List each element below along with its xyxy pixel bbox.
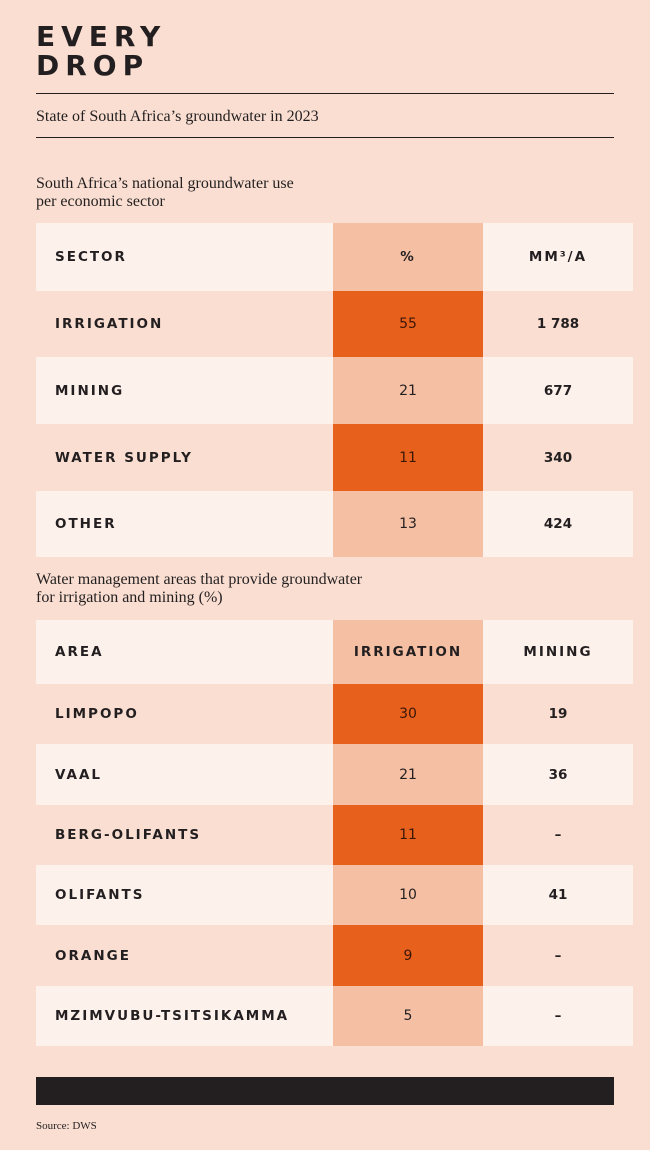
area-irrigation: 11 xyxy=(333,805,483,865)
header-volume: MM³/A xyxy=(483,223,633,291)
table-row: LIMPOPO 30 19 xyxy=(36,684,633,744)
table-row: WATER SUPPLY 11 340 xyxy=(36,424,633,491)
top-divider xyxy=(36,93,614,94)
sector-volume: 677 xyxy=(483,357,633,424)
brand-line-2: DROP xyxy=(36,49,150,82)
area-mining: – xyxy=(483,925,633,986)
area-name: VAAL xyxy=(36,744,333,805)
table-row: MINING 21 677 xyxy=(36,357,633,424)
header-area: AREA xyxy=(36,620,333,684)
area-name: BERG-OLIFANTS xyxy=(36,805,333,865)
table-row: IRRIGATION 55 1 788 xyxy=(36,291,633,357)
sector-volume: 340 xyxy=(483,424,633,491)
sector-volume: 424 xyxy=(483,491,633,557)
area-mining: 36 xyxy=(483,744,633,805)
area-mining: – xyxy=(483,805,633,865)
page-subtitle: State of South Africa’s groundwater in 2… xyxy=(36,108,319,125)
header-sector: SECTOR xyxy=(36,223,333,291)
table-row: OLIFANTS 10 41 xyxy=(36,865,633,925)
header-mining: MINING xyxy=(483,620,633,684)
sector-name: OTHER xyxy=(36,491,333,557)
area-title-line-2: for irrigation and mining (%) xyxy=(36,589,223,606)
area-irrigation: 30 xyxy=(333,684,483,744)
subtitle-divider xyxy=(36,137,614,138)
table-row: ORANGE 9 – xyxy=(36,925,633,986)
sector-percent: 11 xyxy=(333,424,483,491)
area-irrigation: 10 xyxy=(333,865,483,925)
area-mining: – xyxy=(483,986,633,1046)
area-name: LIMPOPO xyxy=(36,684,333,744)
area-name: MZIMVUBU-TSITSIKAMMA xyxy=(36,986,333,1046)
header-percent: % xyxy=(333,223,483,291)
sector-title-line-2: per economic sector xyxy=(36,193,165,210)
brand-line-1: EVERY xyxy=(36,20,167,53)
sector-title-line-1: South Africa’s national groundwater use xyxy=(36,175,294,192)
table-row: MZIMVUBU-TSITSIKAMMA 5 – xyxy=(36,986,633,1046)
area-table-title: Water management areas that provide grou… xyxy=(36,571,456,607)
table-row: OTHER 13 424 xyxy=(36,491,633,557)
area-name: ORANGE xyxy=(36,925,333,986)
table-row: VAAL 21 36 xyxy=(36,744,633,805)
sector-name: IRRIGATION xyxy=(36,291,333,357)
area-irrigation: 21 xyxy=(333,744,483,805)
area-mining: 19 xyxy=(483,684,633,744)
table-header-row: AREA IRRIGATION MINING xyxy=(36,620,633,684)
sector-percent: 55 xyxy=(333,291,483,357)
sector-table: SECTOR % MM³/A IRRIGATION 55 1 788 MININ… xyxy=(36,223,633,557)
sector-name: WATER SUPPLY xyxy=(36,424,333,491)
area-irrigation: 5 xyxy=(333,986,483,1046)
area-name: OLIFANTS xyxy=(36,865,333,925)
sector-table-title: South Africa’s national groundwater use … xyxy=(36,175,456,211)
area-mining: 41 xyxy=(483,865,633,925)
sector-volume: 1 788 xyxy=(483,291,633,357)
table-header-row: SECTOR % MM³/A xyxy=(36,223,633,291)
sector-percent: 13 xyxy=(333,491,483,557)
sector-percent: 21 xyxy=(333,357,483,424)
source-note: Source: DWS xyxy=(36,1120,97,1132)
area-irrigation: 9 xyxy=(333,925,483,986)
footer-bar xyxy=(36,1077,614,1105)
area-table: AREA IRRIGATION MINING LIMPOPO 30 19 VAA… xyxy=(36,620,633,1046)
table-row: BERG-OLIFANTS 11 – xyxy=(36,805,633,865)
sector-name: MINING xyxy=(36,357,333,424)
header-irrigation: IRRIGATION xyxy=(333,620,483,684)
area-title-line-1: Water management areas that provide grou… xyxy=(36,571,363,588)
brand-logo: EVERY DROP xyxy=(36,22,166,80)
